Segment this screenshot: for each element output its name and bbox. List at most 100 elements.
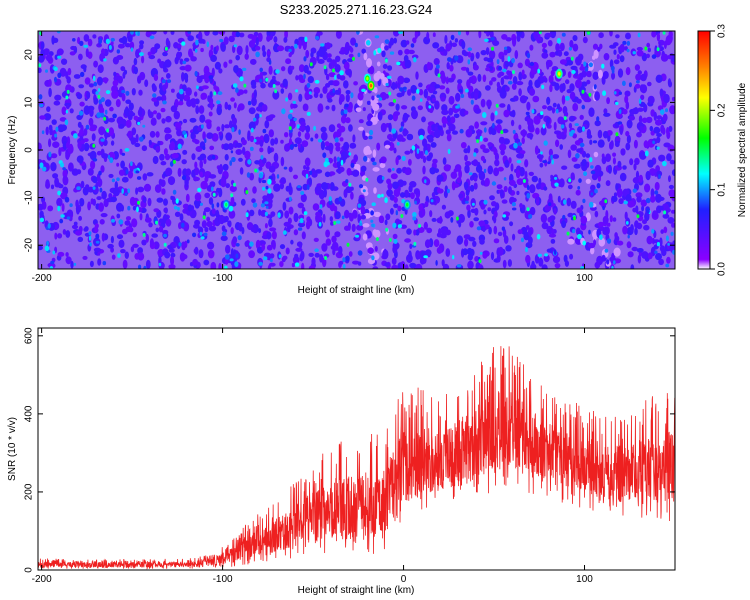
heatmap-cell <box>528 171 534 176</box>
heatmap-cell <box>612 157 617 165</box>
heatmap-cell <box>161 79 166 84</box>
heatmap-cell <box>587 242 596 249</box>
heatmap-cell <box>148 222 153 228</box>
heatmap-cell <box>464 164 470 174</box>
heatmap-cell <box>352 134 356 143</box>
snr-x-label: Height of straight line (km) <box>298 585 415 596</box>
heatmap-cell <box>660 53 669 62</box>
heatmap-cell <box>466 204 471 211</box>
heatmap-cell <box>478 220 486 227</box>
heatmap-cell <box>351 223 356 232</box>
heatmap-cell <box>251 97 257 106</box>
heatmap-cell <box>155 131 160 138</box>
heatmap-cell <box>636 50 644 57</box>
heatmap-cell <box>51 119 57 125</box>
heatmap-cell <box>473 148 479 154</box>
heatmap-cell <box>528 227 532 237</box>
heatmap-cell <box>568 178 572 183</box>
heatmap-cell <box>124 107 131 117</box>
heatmap-cell <box>110 235 114 244</box>
heatmap-cell <box>137 121 141 126</box>
heatmap-cell <box>258 172 264 179</box>
heatmap-cell <box>194 200 200 209</box>
heatmap-cell <box>243 89 248 94</box>
heatmap-cell <box>626 241 632 249</box>
heatmap-cell <box>50 162 57 172</box>
heatmap-cell <box>102 261 107 266</box>
heatmap-cell <box>203 158 207 165</box>
heatmap-cell <box>567 71 572 79</box>
heatmap-cell <box>538 257 544 267</box>
heatmap-hotspot <box>558 72 561 76</box>
heatmap-cell <box>258 261 263 266</box>
heatmap-cell <box>598 237 606 247</box>
heatmap-cell <box>362 223 370 228</box>
heatmap-cell <box>634 220 639 229</box>
heatmap-cell <box>553 249 557 255</box>
heatmap-cell <box>536 37 543 42</box>
heatmap-cell <box>561 95 566 105</box>
heatmap-cell <box>268 65 273 75</box>
heatmap-cell <box>325 83 331 88</box>
heatmap-cell <box>511 233 516 241</box>
heatmap-cell <box>491 201 497 207</box>
heatmap-cell <box>172 159 176 164</box>
heatmap-cell <box>179 213 184 222</box>
heatmap-cell <box>432 42 440 49</box>
heatmap-cell <box>567 212 574 218</box>
heatmap-cell <box>129 41 135 50</box>
heatmap-cell <box>599 43 603 50</box>
heatmap-cell <box>314 185 322 195</box>
heatmap-cell <box>362 189 366 193</box>
heatmap-cell <box>248 40 255 48</box>
heatmap-cell <box>518 124 522 130</box>
heatmap-cell <box>210 100 214 111</box>
heatmap-cell <box>640 94 645 101</box>
heatmap-cell <box>617 160 622 168</box>
heatmap-cell <box>267 188 272 194</box>
heatmap-cell <box>132 243 139 248</box>
heatmap-cell <box>179 88 184 95</box>
heatmap-cell <box>480 155 485 161</box>
heatmap-cell <box>57 251 65 257</box>
heatmap-cell <box>379 162 386 168</box>
heatmap-cell <box>213 84 217 91</box>
heatmap-cell <box>196 75 203 84</box>
heatmap-cell <box>283 36 288 43</box>
heatmap-cell <box>334 89 341 95</box>
heatmap-cell <box>426 252 431 258</box>
heatmap-cell <box>293 212 299 223</box>
heatmap-cell <box>132 232 137 238</box>
heatmap-cell <box>665 263 670 268</box>
heatmap-cell <box>451 181 456 191</box>
heatmap-cell <box>198 105 205 114</box>
heatmap-cell <box>335 31 342 39</box>
heatmap-cell <box>185 193 190 203</box>
heatmap-cell <box>200 92 208 100</box>
heatmap-cell <box>603 53 610 61</box>
heatmap-cell <box>258 228 262 234</box>
heatmap-cell <box>88 83 94 88</box>
heatmap-cell <box>493 225 498 235</box>
heatmap-cell <box>156 96 163 101</box>
heatmap-cell <box>233 102 237 109</box>
heatmap-cell <box>189 117 197 123</box>
heatmap-cell <box>79 197 85 207</box>
heatmap-cell <box>38 67 42 74</box>
heatmap-cell <box>387 182 393 190</box>
heatmap-cell <box>88 117 94 127</box>
heatmap-cell <box>92 34 97 39</box>
heatmap-cell <box>85 184 90 190</box>
heatmap-cell <box>227 104 232 111</box>
heatmap-cell <box>159 218 164 223</box>
heatmap-cell <box>430 142 437 148</box>
heatmap-cell <box>519 203 523 209</box>
heatmap-cell <box>359 222 363 226</box>
heatmap-cell <box>295 247 303 252</box>
heatmap-cell <box>490 112 495 122</box>
heatmap-cell <box>158 178 163 186</box>
heatmap-cell <box>136 206 139 213</box>
heatmap-cell <box>246 172 251 178</box>
heatmap-cell <box>247 100 252 106</box>
heatmap-cell <box>499 143 507 151</box>
